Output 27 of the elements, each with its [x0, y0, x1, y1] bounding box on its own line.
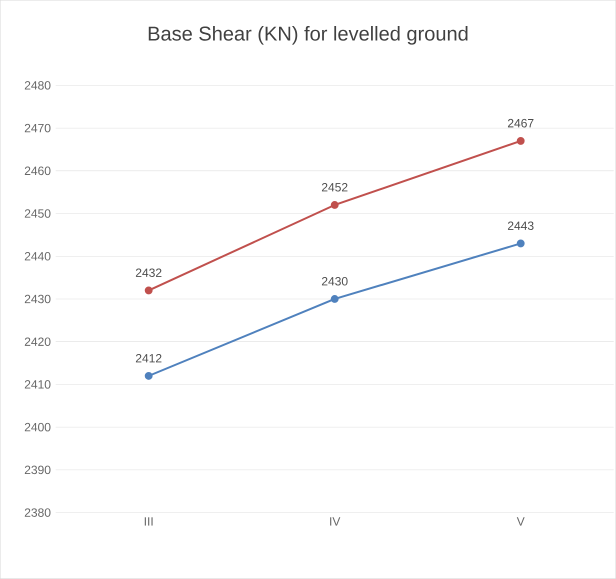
point [516, 240, 525, 248]
y-tick-label: 2430 [24, 294, 50, 304]
data-label: 2443 [508, 221, 534, 230]
chart-title: Base Shear (KN) for levelled ground [148, 26, 468, 45]
y-tick-label: 2400 [24, 422, 50, 432]
point [330, 201, 339, 209]
y-tick-label: 2420 [24, 337, 50, 346]
point [516, 137, 525, 145]
y-tick-label: 2450 [24, 209, 50, 218]
point [330, 295, 339, 303]
y-tick-label: 2440 [24, 252, 50, 261]
y-tick-label: 2480 [24, 81, 50, 90]
x-tick-label: III [144, 517, 153, 526]
data-label: 2430 [322, 277, 348, 286]
data-label: 2452 [322, 183, 348, 192]
point [144, 372, 153, 380]
y-tick-label: 2410 [24, 380, 50, 389]
x-tick-label: V [516, 517, 525, 526]
point [144, 286, 153, 294]
data-label: 2412 [136, 354, 162, 362]
data-label: 2467 [508, 118, 534, 128]
x-tick-label: IV [330, 517, 340, 526]
y-tick-label: 2470 [24, 124, 50, 132]
y-tick-label: 2390 [24, 466, 50, 474]
data-label: 2432 [136, 268, 162, 278]
y-tick-label: 2460 [24, 166, 50, 176]
y-tick-label: 2380 [24, 508, 50, 517]
